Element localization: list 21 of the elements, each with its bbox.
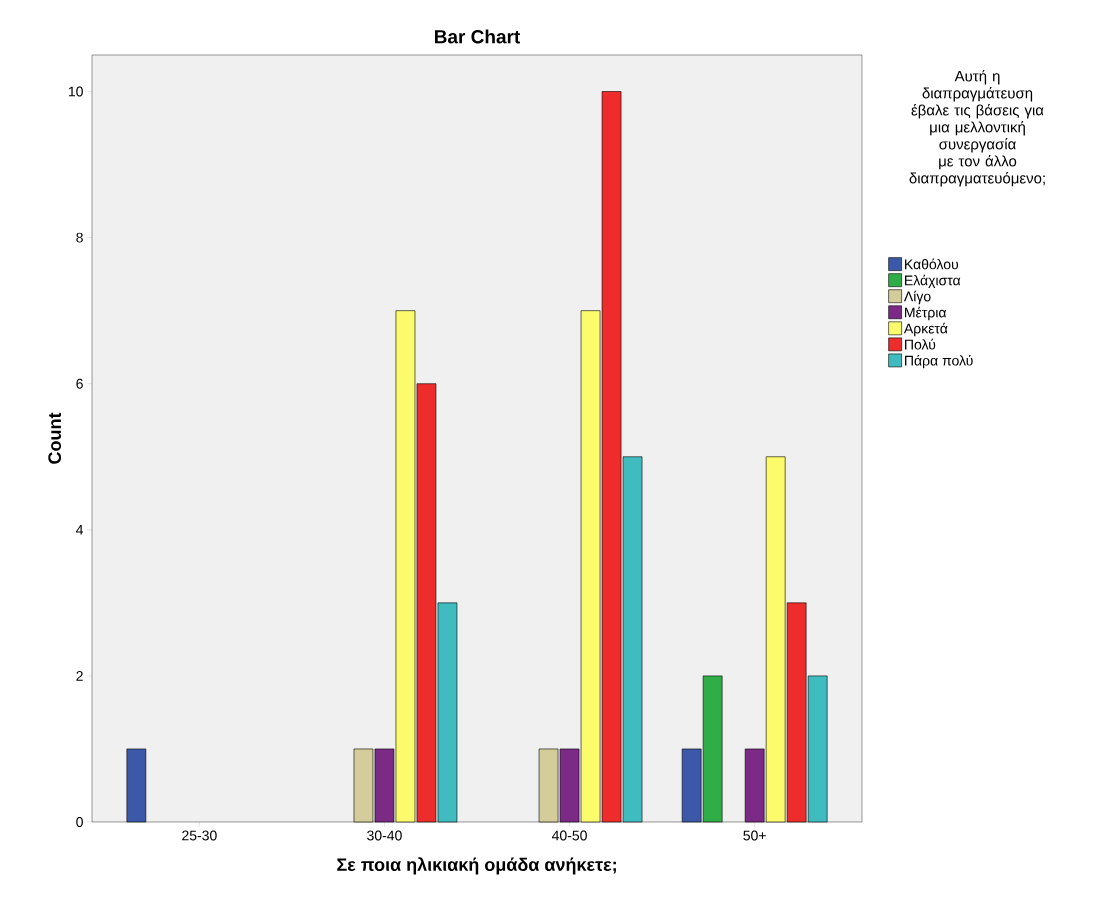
x-tick-label: 40-50 <box>551 830 587 841</box>
x-tick-label: 25-30 <box>182 830 217 841</box>
legend-label: Ελάχιστα <box>905 274 961 289</box>
y-tick-label: 6 <box>76 378 83 389</box>
legend-label: Λίγο <box>903 290 931 305</box>
legend-label: Μέτρια <box>905 306 947 321</box>
y-tick-label: 10 <box>68 86 83 97</box>
chart-title: Bar Chart <box>434 29 521 44</box>
x-tick-label: 50+ <box>743 830 766 841</box>
x-axis-title: Σε ποια ηλικιακή ομάδα ανήκετε; <box>337 857 616 875</box>
y-tick-label: 0 <box>76 817 83 827</box>
legend-label: Πάρα πολύ <box>905 354 973 369</box>
legend-title: Αυτή η διαπραγμάτευση έβαλε τις βάσεις για μια μελλοντική συνεργασία με τον άλλο διαπραγματευόμενο; <box>909 70 1045 187</box>
y-tick-label: 4 <box>76 524 84 535</box>
legend-label: Καθόλου <box>905 258 959 270</box>
y-axis-title: Count <box>48 412 62 464</box>
legend-label: Αρκετά <box>903 322 948 337</box>
y-tick-label: 2 <box>76 671 83 681</box>
x-tick-label: 30-40 <box>367 830 402 841</box>
legend-label: Πολύ <box>905 338 936 350</box>
y-tick-label: 8 <box>76 232 83 243</box>
